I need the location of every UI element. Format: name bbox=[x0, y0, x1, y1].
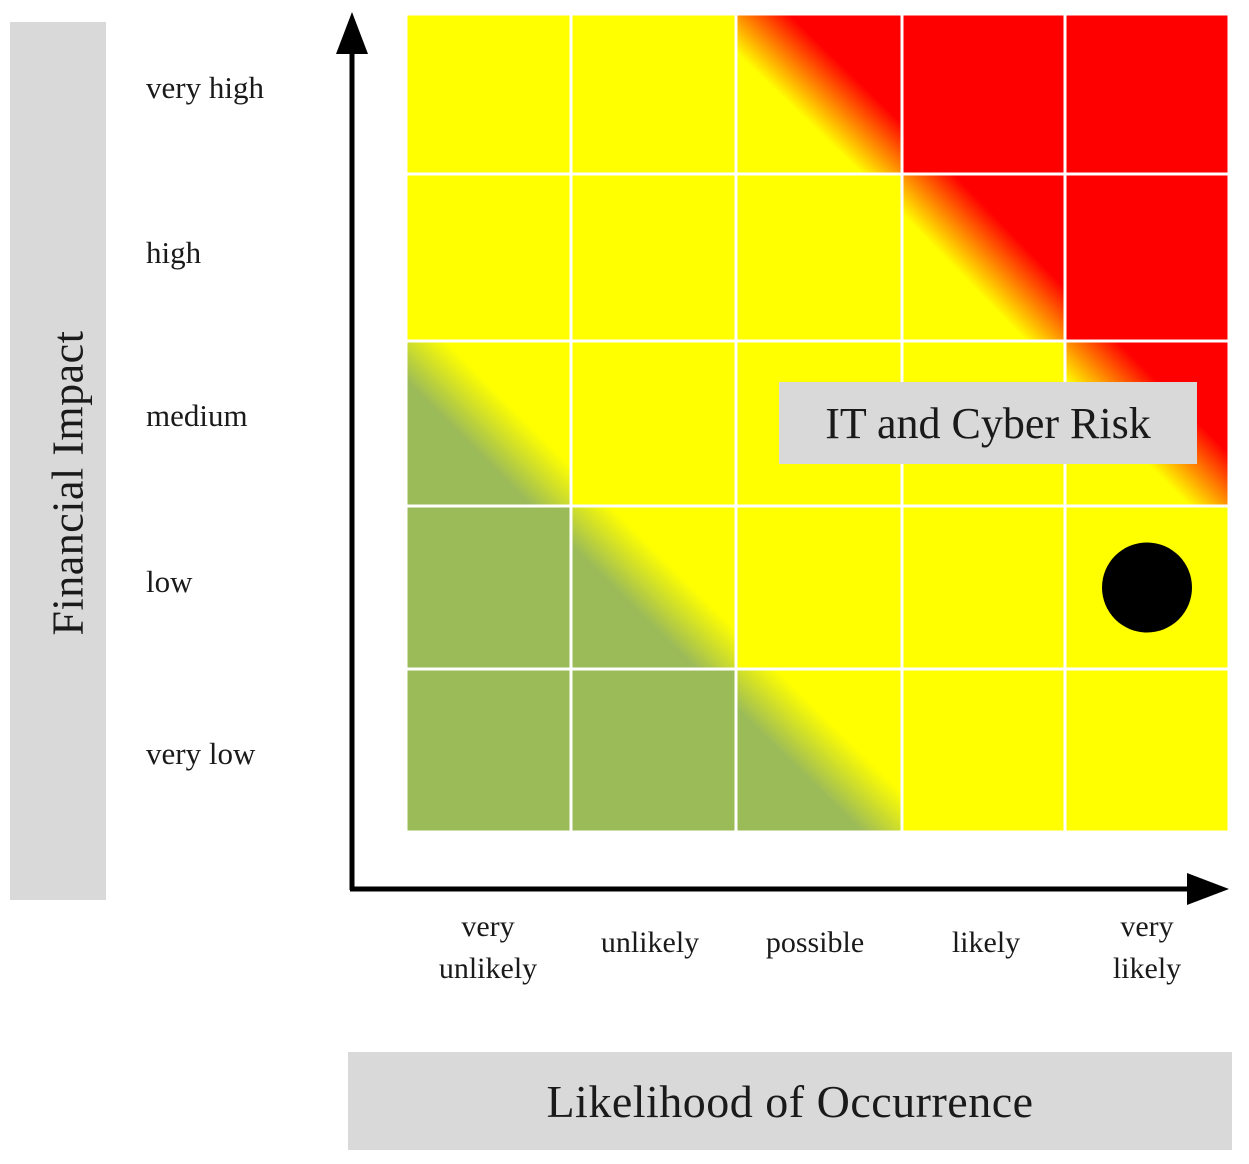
matrix-cell bbox=[1063, 12, 1231, 176]
col-label-likely: likely bbox=[951, 926, 1021, 959]
row-label-medium: medium bbox=[146, 398, 248, 433]
matrix-cell bbox=[404, 12, 573, 176]
matrix-cell bbox=[569, 667, 738, 834]
y-axis-title-panel: Financial Impact bbox=[10, 22, 106, 900]
matrix-cell bbox=[404, 172, 573, 343]
col-label-unlikely: unlikely bbox=[600, 926, 700, 959]
matrix-cell bbox=[404, 504, 573, 671]
matrix-cells bbox=[404, 12, 1231, 834]
matrix-cell bbox=[1063, 667, 1231, 834]
matrix-cell bbox=[900, 12, 1067, 176]
col-label-very-unlikely: very unlikely bbox=[438, 910, 538, 985]
col-label-possible: possible bbox=[765, 926, 865, 959]
matrix-cell bbox=[900, 667, 1067, 834]
row-label-very-high: very high bbox=[146, 70, 264, 105]
matrix-cell bbox=[734, 12, 904, 176]
matrix-cell bbox=[569, 172, 738, 343]
matrix-cell bbox=[569, 339, 738, 508]
y-axis-arrow bbox=[336, 12, 368, 890]
matrix-cell bbox=[404, 667, 573, 834]
matrix-cell bbox=[734, 504, 904, 671]
risk-marker bbox=[1102, 542, 1192, 633]
matrix-cell bbox=[734, 667, 904, 834]
matrix-cell bbox=[569, 12, 738, 176]
matrix-cell bbox=[734, 172, 904, 343]
x-axis-arrow bbox=[350, 873, 1229, 905]
col-label-very-likely: very likely bbox=[1112, 910, 1182, 985]
matrix-cell bbox=[404, 339, 573, 508]
x-axis-title-panel: Likelihood of Occurrence bbox=[348, 1052, 1232, 1150]
matrix-cell bbox=[900, 172, 1067, 343]
row-label-high: high bbox=[146, 235, 202, 270]
x-axis-title: Likelihood of Occurrence bbox=[546, 1075, 1034, 1127]
row-label-low: low bbox=[146, 564, 193, 599]
matrix-cell bbox=[1063, 172, 1231, 343]
matrix-cell bbox=[569, 504, 738, 671]
risk-category-label: IT and Cyber Risk bbox=[779, 382, 1197, 464]
row-label-very-low: very low bbox=[146, 736, 256, 771]
matrix-cell bbox=[900, 504, 1067, 671]
